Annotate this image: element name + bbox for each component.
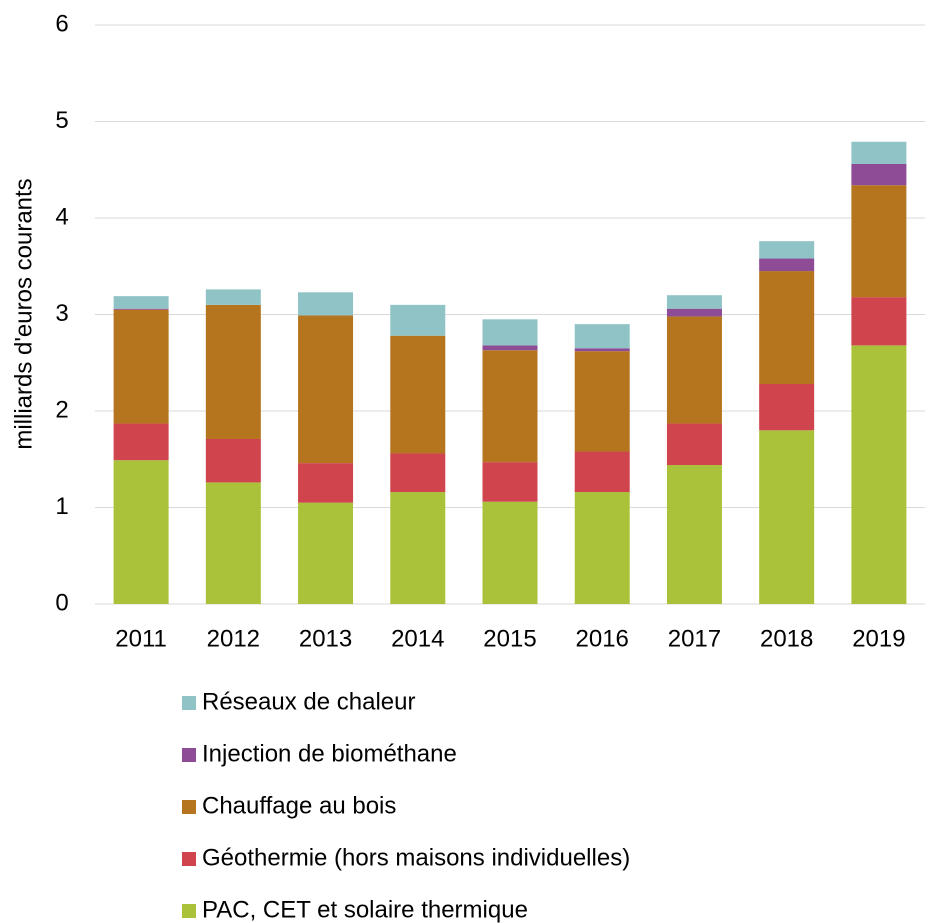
x-tick-label: 2012 — [207, 625, 260, 652]
bar-segment — [666, 423, 722, 466]
bar-segment — [113, 309, 169, 424]
y-tick-label: 0 — [55, 589, 68, 616]
bar-segment — [390, 453, 446, 493]
y-tick-label: 4 — [55, 203, 68, 230]
legend-label: Chauffage au bois — [202, 792, 396, 819]
x-tick-label: 2014 — [391, 625, 444, 652]
y-axis-label: milliards d'euros courants — [10, 178, 37, 449]
bar-segment — [759, 271, 815, 384]
bar-segment — [574, 351, 630, 452]
bar-segment — [113, 308, 169, 310]
legend-label: Réseaux de chaleur — [202, 688, 415, 715]
bar-segment — [482, 501, 538, 604]
bar-segment — [205, 482, 261, 604]
bar-segment — [298, 315, 354, 464]
bar-segment — [759, 241, 815, 259]
legend-label: PAC, CET et solaire thermique — [202, 896, 528, 923]
bar-segment — [851, 345, 907, 604]
bar-segment — [574, 492, 630, 604]
bar-segment — [298, 292, 354, 316]
y-tick-label: 5 — [55, 107, 68, 134]
bar-segment — [298, 502, 354, 604]
bar-segment — [113, 423, 169, 461]
y-tick-label: 2 — [55, 396, 68, 423]
legend-label: Injection de biométhane — [202, 740, 457, 767]
bar-segment — [390, 304, 446, 336]
bar-segment — [574, 348, 630, 352]
legend-label: Géothermie (hors maisons individuelles) — [202, 844, 630, 871]
x-tick-label: 2015 — [483, 625, 536, 652]
bar-segment — [851, 297, 907, 346]
legend-swatch — [182, 748, 196, 762]
bar-segment — [759, 383, 815, 431]
legend-swatch — [182, 904, 196, 918]
bar-segment — [482, 350, 538, 463]
bar-segment — [851, 141, 907, 164]
bar-segment — [666, 465, 722, 604]
bar-segment — [851, 185, 907, 298]
bar-segment — [666, 308, 722, 317]
bar-segment — [390, 335, 446, 454]
legend-swatch — [182, 696, 196, 710]
bar-segment — [205, 438, 261, 483]
bar-segment — [666, 316, 722, 424]
x-tick-label: 2017 — [668, 625, 721, 652]
bar-segment — [574, 324, 630, 349]
bar-segment — [759, 258, 815, 272]
legend-swatch — [182, 800, 196, 814]
bar-segment — [205, 304, 261, 439]
bar-segment — [298, 463, 354, 503]
bar-segment — [851, 163, 907, 186]
x-tick-label: 2018 — [760, 625, 813, 652]
bar-segment — [390, 492, 446, 604]
x-tick-label: 2011 — [115, 625, 167, 652]
bar-segment — [666, 295, 722, 309]
legend-swatch — [182, 852, 196, 866]
x-tick-label: 2013 — [299, 625, 352, 652]
bar-segment — [482, 462, 538, 502]
bar-segment — [759, 430, 815, 604]
bar-segment — [482, 345, 538, 351]
y-tick-label: 6 — [55, 10, 68, 37]
y-tick-label: 3 — [55, 300, 68, 327]
bar-segment — [482, 319, 538, 346]
bar-segment — [574, 451, 630, 493]
x-tick-label: 2016 — [576, 625, 629, 652]
y-tick-label: 1 — [55, 493, 68, 520]
x-tick-label: 2019 — [852, 625, 905, 652]
bar-segment — [205, 289, 261, 305]
bar-segment — [113, 296, 169, 309]
bar-segment — [113, 460, 169, 604]
